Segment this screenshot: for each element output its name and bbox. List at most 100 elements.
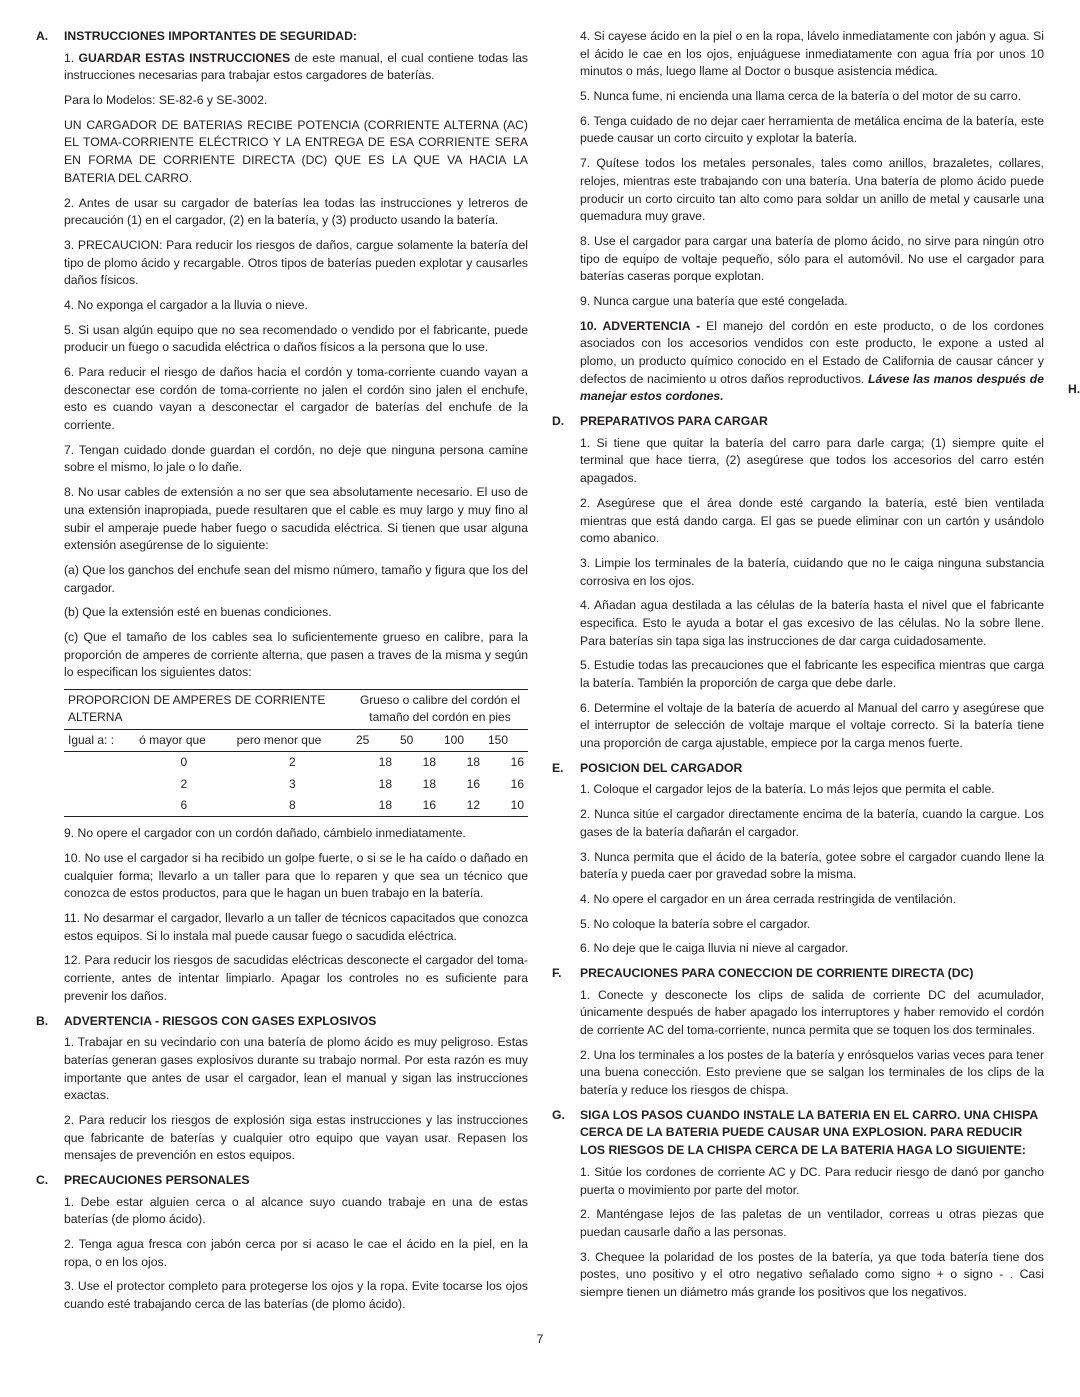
paragraph: 4. Si cayese ácido en la piel o en la ro… <box>580 28 1044 81</box>
table-cell: 3 <box>233 774 352 795</box>
paragraph: 7. Tengan cuidado donde guardan el cordó… <box>64 442 528 477</box>
paragraph: 1. GUARDAR ESTAS INSTRUCCIONES de este m… <box>64 50 528 85</box>
heading-letter: A. <box>36 28 64 46</box>
paragraph: Para lo Modelos: SE-82-6 y SE-3002. <box>64 92 528 110</box>
table-cell <box>64 752 135 774</box>
table-cell: 12 <box>440 795 484 816</box>
section-heading: D.PREPARATIVOS PARA CARGAR <box>552 413 1044 431</box>
paragraph: 3. Use el protector completo para proteg… <box>64 1278 528 1313</box>
table-cell: 6 <box>135 795 232 816</box>
table-row: 6818161210 <box>64 795 528 816</box>
section-heading: H.SIGA ESTOS PASOS CUANDO LA BATERIA EST… <box>1068 381 1080 416</box>
section-heading: C.PRECAUCIONES PERSONALES <box>36 1172 528 1190</box>
paragraph: 6. Para reducir el riesgo de daños hacia… <box>64 364 528 435</box>
paragraph: (c) Que el tamaño de los cables sea lo s… <box>64 629 528 682</box>
paragraph: 2. Manténgase lejos de las paletas de un… <box>580 1206 1044 1241</box>
paragraph: 1. Si tiene que quitar la batería del ca… <box>580 435 1044 488</box>
paragraph: 4. Añadan agua destilada a las células d… <box>580 597 1044 650</box>
paragraph: 1. Conecte y desconecte los clips de sal… <box>580 987 1044 1040</box>
paragraph: 6. Tenga cuidado de no dejar caer herram… <box>580 113 1044 148</box>
table-cell: 18 <box>352 774 396 795</box>
heading-letter: E. <box>552 760 580 778</box>
paragraph: 6. No deje que le caiga lluvia ni nieve … <box>580 940 1044 958</box>
paragraph: 2. Una los terminales a los postes de la… <box>580 1047 1044 1100</box>
table-cell: 8 <box>233 795 352 816</box>
wire-gauge-table: PROPORCION DE AMPERES DE CORRIENTE ALTER… <box>64 689 528 817</box>
paragraph: 8. No usar cables de extensión a no ser … <box>64 484 528 555</box>
paragraph: (a) Que los ganchos del enchufe sean del… <box>64 562 528 597</box>
section-heading: G.SIGA LOS PASOS CUANDO INSTALE LA BATER… <box>552 1107 1044 1160</box>
table-subheader: 100 <box>440 729 484 751</box>
table-cell: 10 <box>484 795 528 816</box>
paragraph: 5. Estudie todas las precauciones que el… <box>580 657 1044 692</box>
paragraph: 2. Antes de usar su cargador de baterías… <box>64 195 528 230</box>
table-cell: 18 <box>396 752 440 774</box>
section-heading: F.PRECAUCIONES PARA CONECCION DE CORRIEN… <box>552 965 1044 983</box>
paragraph: 2. Tenga agua fresca con jabón cerca por… <box>64 1236 528 1271</box>
table-cell: 2 <box>233 752 352 774</box>
table-subheader: ó mayor que <box>135 729 232 751</box>
heading-text: PREPARATIVOS PARA CARGAR <box>580 413 768 431</box>
paragraph: 1. Sitúe los cordones de corriente AC y … <box>580 1164 1044 1199</box>
heading-letter: B. <box>36 1013 64 1031</box>
paragraph: 12. Para reducir los riesgos de sacudida… <box>64 952 528 1005</box>
paragraph: 4. No exponga el cargador a la lluvia o … <box>64 297 528 315</box>
heading-text: SIGA LOS PASOS CUANDO INSTALE LA BATERIA… <box>580 1107 1044 1160</box>
table-subheader: Igual a: : <box>64 729 135 751</box>
heading-letter: F. <box>552 965 580 983</box>
paragraph: 2. Para reducir los riesgos de explosión… <box>64 1112 528 1165</box>
heading-letter: D. <box>552 413 580 431</box>
table-cell: 16 <box>484 752 528 774</box>
paragraph: 5. No coloque la batería sobre el cargad… <box>580 916 1044 934</box>
table-row: 0218181816 <box>64 752 528 774</box>
paragraph: 5. Si usan algún equipo que no sea recom… <box>64 322 528 357</box>
paragraph: 7. Quítese todos los metales personales,… <box>580 155 1044 226</box>
heading-text: PRECAUCIONES PARA CONECCION DE CORRIENTE… <box>580 965 973 983</box>
paragraph: 9. Nunca cargue una batería que esté con… <box>580 293 1044 311</box>
paragraph: 5. Nunca fume, ni encienda una llama cer… <box>580 88 1044 106</box>
paragraph: 4. No opere el cargador en un área cerra… <box>580 891 1044 909</box>
paragraph: 10. No use el cargador si ha recibido un… <box>64 850 528 903</box>
heading-text: ADVERTENCIA - RIESGOS CON GASES EXPLOSIV… <box>64 1013 376 1031</box>
table-cell <box>64 795 135 816</box>
heading-text: INSTRUCCIONES IMPORTANTES DE SEGURIDAD: <box>64 28 357 46</box>
paragraph: 8. Use el cargador para cargar una bater… <box>580 233 1044 286</box>
table-subheader: 25 <box>352 729 396 751</box>
heading-letter: H. <box>1068 381 1080 416</box>
section-heading: A.INSTRUCCIONES IMPORTANTES DE SEGURIDAD… <box>36 28 528 46</box>
section-heading: E.POSICION DEL CARGADOR <box>552 760 1044 778</box>
heading-letter: G. <box>552 1107 580 1160</box>
bold-text: 10. ADVERTENCIA - <box>580 319 706 333</box>
table-cell: 18 <box>352 752 396 774</box>
table-cell <box>64 774 135 795</box>
table-subheader: 150 <box>484 729 528 751</box>
paragraph: 1. Debe estar alguien cerca o al alcance… <box>64 1194 528 1229</box>
paragraph: 10. ADVERTENCIA - El manejo del cordón e… <box>580 318 1044 406</box>
paragraph: 11. No desarmar el cargador, llevarlo a … <box>64 910 528 945</box>
paragraph: 1. Coloque el cargador lejos de la bater… <box>580 781 1044 799</box>
paragraph: (b) Que la extensión esté en buenas cond… <box>64 604 528 622</box>
paragraph: 3. Limpie los terminales de la batería, … <box>580 555 1044 590</box>
table-cell: 16 <box>484 774 528 795</box>
table-cell: 16 <box>440 774 484 795</box>
table-subheader: pero menor que <box>233 729 352 751</box>
table-cell: 18 <box>352 795 396 816</box>
table-header-left: PROPORCION DE AMPERES DE CORRIENTE ALTER… <box>64 690 352 729</box>
paragraph: 1. Trabajar en su vecindario con una bat… <box>64 1034 528 1105</box>
italic-text: Lávese las manos después de manejar esto… <box>580 372 1044 404</box>
paragraph: 2. Asegúrese que el área donde esté carg… <box>580 495 1044 548</box>
paragraph: 3. Chequee la polaridad de los postes de… <box>580 1249 1044 1302</box>
paragraph: 3. Nunca permita que el ácido de la bate… <box>580 849 1044 884</box>
table-row: 2318181616 <box>64 774 528 795</box>
table-cell: 18 <box>440 752 484 774</box>
paragraph: UN CARGADOR DE BATERIAS RECIBE POTENCIA … <box>64 117 528 188</box>
table-header-right: Grueso o calibre del cordón el tamaño de… <box>352 690 528 729</box>
table-cell: 0 <box>135 752 232 774</box>
heading-text: POSICION DEL CARGADOR <box>580 760 742 778</box>
table-cell: 16 <box>396 795 440 816</box>
bold-text: GUARDAR ESTAS INSTRUCCIONES <box>79 51 291 65</box>
paragraph: 6. Determine el voltaje de la batería de… <box>580 700 1044 753</box>
page-number: 7 <box>537 1331 544 1348</box>
table-cell: 18 <box>396 774 440 795</box>
table-cell: 2 <box>135 774 232 795</box>
